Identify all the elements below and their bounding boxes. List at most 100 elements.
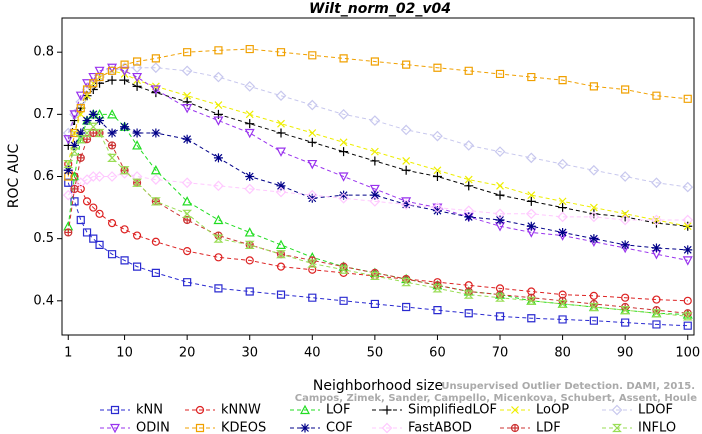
point-marker bbox=[652, 91, 661, 100]
point-marker bbox=[120, 122, 130, 132]
point-marker bbox=[64, 228, 73, 237]
legend-label: SimplifiedLOF bbox=[408, 403, 497, 418]
point-marker bbox=[432, 172, 442, 181]
point-marker bbox=[527, 191, 536, 200]
point-marker bbox=[94, 128, 105, 138]
point-marker bbox=[621, 85, 630, 94]
point-marker bbox=[401, 278, 412, 287]
point-marker bbox=[150, 197, 161, 206]
point-marker bbox=[94, 171, 105, 182]
legend-marker bbox=[110, 423, 120, 434]
point-marker bbox=[527, 314, 536, 323]
point-marker bbox=[651, 214, 662, 226]
point-marker bbox=[589, 203, 598, 212]
point-marker bbox=[70, 184, 79, 194]
point-marker bbox=[338, 108, 349, 120]
point-marker bbox=[652, 295, 661, 304]
point-marker bbox=[120, 225, 129, 234]
chart-title: Wilt_norm_02_v04 bbox=[309, 1, 451, 17]
point-marker bbox=[245, 172, 255, 181]
point-marker bbox=[619, 171, 631, 182]
point-marker bbox=[132, 81, 142, 91]
point-marker bbox=[276, 48, 286, 57]
point-marker bbox=[182, 209, 193, 218]
point-marker bbox=[94, 66, 105, 77]
point-marker bbox=[588, 211, 600, 223]
point-marker bbox=[495, 293, 505, 302]
point-marker bbox=[276, 262, 286, 271]
point-marker bbox=[683, 94, 692, 103]
point-marker bbox=[651, 309, 662, 318]
point-marker bbox=[244, 183, 256, 195]
x-tick-label: 30 bbox=[241, 346, 258, 361]
point-marker bbox=[370, 156, 380, 166]
point-marker bbox=[307, 159, 318, 170]
legend-marker bbox=[195, 423, 205, 433]
point-marker bbox=[150, 174, 162, 185]
point-marker bbox=[214, 46, 223, 55]
point-marker bbox=[70, 172, 79, 181]
legend-label: LDF bbox=[536, 421, 561, 434]
point-marker bbox=[621, 209, 630, 218]
point-marker bbox=[683, 245, 693, 255]
point-marker bbox=[369, 196, 381, 207]
point-marker bbox=[63, 135, 74, 145]
point-marker bbox=[369, 271, 380, 281]
point-marker bbox=[107, 128, 117, 138]
point-marker bbox=[370, 57, 379, 66]
point-marker bbox=[682, 312, 693, 321]
point-marker bbox=[183, 48, 192, 57]
point-marker bbox=[132, 140, 143, 150]
point-marker bbox=[213, 153, 223, 163]
point-marker bbox=[588, 164, 600, 176]
point-marker bbox=[306, 189, 318, 201]
point-marker bbox=[557, 211, 568, 223]
point-marker bbox=[245, 110, 254, 119]
point-marker bbox=[557, 299, 568, 309]
point-marker bbox=[589, 82, 598, 91]
y-tick-label: 0.6 bbox=[33, 169, 54, 184]
point-marker bbox=[88, 109, 98, 119]
point-marker bbox=[82, 128, 92, 138]
watermark: Campos, Zimek, Sander, Campello, Micenko… bbox=[295, 393, 697, 404]
point-marker bbox=[308, 129, 317, 137]
point-marker bbox=[120, 60, 129, 69]
point-marker bbox=[76, 104, 85, 113]
point-marker bbox=[213, 71, 224, 83]
point-marker bbox=[69, 110, 80, 120]
point-marker bbox=[495, 190, 505, 200]
point-marker bbox=[76, 215, 85, 225]
point-marker bbox=[558, 197, 567, 206]
x-tick-label: 100 bbox=[675, 346, 700, 361]
series-line bbox=[67, 48, 688, 177]
point-marker bbox=[619, 214, 631, 226]
point-marker bbox=[132, 262, 142, 271]
legend-marker bbox=[195, 405, 205, 415]
series-line bbox=[67, 163, 688, 302]
point-marker bbox=[651, 243, 661, 253]
point-marker bbox=[526, 221, 536, 231]
point-marker bbox=[95, 240, 104, 249]
series-line bbox=[67, 113, 688, 251]
point-marker bbox=[182, 104, 193, 114]
point-marker bbox=[106, 171, 118, 182]
legend-label: kNNW bbox=[221, 403, 261, 418]
point-marker bbox=[432, 202, 443, 213]
point-marker bbox=[213, 234, 224, 243]
point-marker bbox=[308, 51, 317, 60]
x-tick-label: 80 bbox=[554, 346, 571, 361]
point-marker bbox=[683, 296, 692, 305]
legend-marker bbox=[300, 423, 310, 433]
point-marker bbox=[95, 116, 105, 126]
point-marker bbox=[557, 158, 568, 170]
point-marker bbox=[558, 227, 568, 237]
point-marker bbox=[401, 165, 411, 175]
point-marker bbox=[306, 99, 318, 111]
point-marker bbox=[63, 159, 74, 169]
legend-label: INFLO bbox=[638, 421, 676, 434]
y-axis-label: ROC AUC bbox=[6, 143, 22, 208]
point-marker bbox=[464, 309, 473, 318]
legend-label: LDOF bbox=[638, 403, 673, 418]
point-marker bbox=[120, 256, 129, 265]
